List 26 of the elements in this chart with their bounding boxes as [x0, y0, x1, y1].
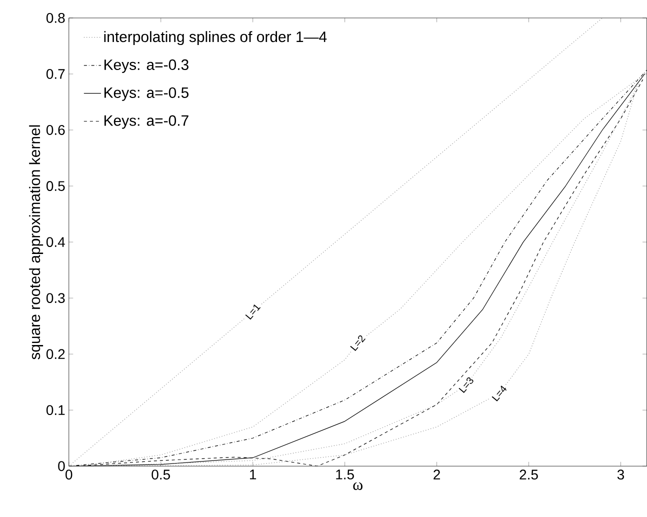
y-tick-label: 0.5: [46, 181, 65, 191]
x-tick-label: 1: [250, 470, 256, 480]
legend-label: Keys: a=-0.3: [104, 59, 188, 73]
y-tick-label: 0.2: [46, 349, 65, 360]
x-tick-label: 0: [66, 470, 72, 480]
x-axis-title: ω: [353, 482, 362, 490]
y-tick-label: 0: [58, 461, 65, 472]
annotation: L=2: [350, 335, 366, 351]
annotation: L=3: [458, 377, 474, 393]
y-axis-title: square rooted approximation kernel: [29, 125, 44, 360]
legend-label: interpolating splines of order 1—4: [104, 31, 327, 46]
annotation: L=4: [492, 386, 507, 402]
y-tick-label: 0.6: [46, 125, 65, 135]
y-tick-label: 0.3: [46, 293, 65, 303]
legend-label: Keys: a=-0.5: [104, 87, 188, 101]
legend-label: Keys: a=-0.7: [104, 115, 188, 129]
x-tick-label: 1.5: [336, 470, 354, 480]
y-tick-label: 0.4: [46, 237, 65, 247]
annotation: L=1: [245, 304, 261, 320]
y-tick-label: 0.7: [46, 69, 65, 79]
y-tick-label: 0.8: [46, 12, 65, 23]
y-tick-label: 0.1: [46, 405, 65, 416]
x-tick-label: 2.5: [520, 470, 538, 480]
x-tick-label: 3: [617, 470, 624, 480]
x-tick-label: 0.5: [152, 470, 170, 480]
x-tick-label: 2: [434, 470, 440, 480]
